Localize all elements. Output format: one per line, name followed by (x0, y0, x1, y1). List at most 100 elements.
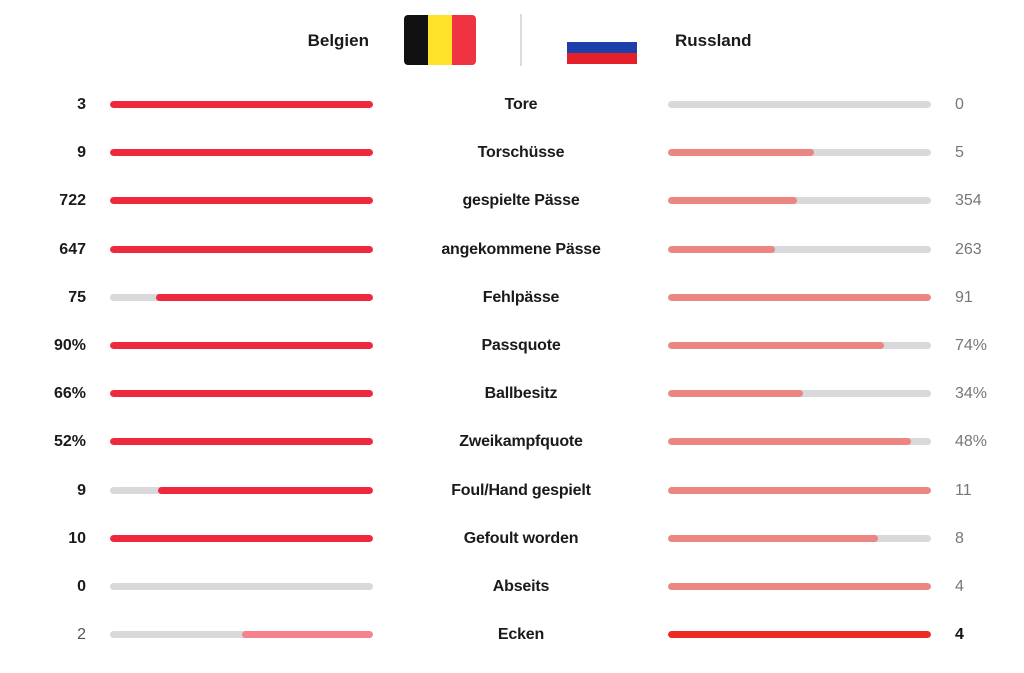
away-stat-bar (668, 197, 931, 205)
stat-label: gespielte Pässe (462, 192, 580, 210)
away-stat-bar-fill (668, 631, 931, 639)
home-team-name: Belgien (307, 31, 369, 50)
belgium-flag-icon (404, 15, 476, 65)
home-stat-value: 90% (53, 336, 86, 354)
away-stat-value: 11 (955, 481, 972, 499)
away-stat-bar (668, 293, 931, 301)
away-stat-value: 0 (955, 96, 964, 113)
home-stat-bar (110, 197, 373, 205)
flag-stripe (428, 15, 452, 65)
home-stat-bar-fill (157, 486, 373, 494)
stat-row: 0 Abseits 4 (0, 563, 1024, 611)
stat-row: 647 angekommene Pässe 263 (0, 226, 1024, 274)
home-stat-bar-fill (156, 293, 373, 301)
home-stat-bar (110, 486, 373, 494)
away-stat-value: 4 (955, 577, 964, 595)
away-stat-bar (668, 390, 931, 398)
away-stat-value: 4 (955, 626, 964, 644)
stat-label: Passquote (481, 336, 561, 354)
home-stat-value: 722 (59, 192, 86, 210)
stat-row: 3 Tore 0 (0, 81, 1024, 129)
away-stat-bar (668, 582, 931, 590)
away-team-name: Russland (675, 31, 752, 50)
away-stat-bar-fill (668, 486, 931, 494)
stat-label: Gefoult worden (463, 529, 579, 547)
home-stat-bar-fill (110, 245, 373, 253)
away-stat-value: 48% (955, 433, 988, 451)
stat-label: Torschüsse (477, 144, 565, 162)
home-stat-bar (110, 582, 373, 590)
home-stat-bar-fill (110, 341, 373, 349)
flag-stripe (452, 15, 476, 65)
home-stat-bar-fill (110, 197, 373, 205)
away-stat-bar-fill (668, 534, 879, 542)
away-stat-value: 8 (955, 529, 964, 547)
away-stat-bar (668, 245, 931, 253)
stat-label: Ballbesitz (484, 385, 558, 403)
header-divider (520, 14, 522, 66)
home-stat-bar (110, 293, 373, 301)
away-stat-bar (668, 101, 931, 108)
home-stat-value: 0 (77, 577, 86, 595)
stat-label: Zweikampfquote (459, 433, 583, 451)
away-stat-bar-fill (668, 293, 931, 301)
home-stat-value: 9 (77, 144, 86, 162)
stat-row: 2 Ecken 4 (0, 611, 1024, 659)
home-stat-value: 10 (68, 529, 86, 547)
away-stat-value: 5 (955, 144, 964, 162)
stat-row: 9 Torschüsse 5 (0, 129, 1024, 177)
away-stat-value: 34% (955, 385, 988, 403)
away-stat-bar (668, 486, 931, 494)
flag-stripe (567, 31, 637, 42)
stat-label: Fehlpässe (482, 288, 560, 306)
away-stat-bar-fill (668, 582, 931, 590)
flag-stripe (404, 15, 428, 65)
home-stat-bar (110, 631, 373, 639)
stat-label: Foul/Hand gespielt (451, 481, 591, 499)
stat-row: 9 Foul/Hand gespielt 11 (0, 467, 1024, 515)
home-stat-bar (110, 149, 373, 157)
home-stat-bar-fill (110, 149, 373, 157)
away-stat-bar (668, 534, 931, 542)
stat-row: 90% Passquote 74% (0, 322, 1024, 370)
match-header: Belgien Russland (0, 0, 1024, 85)
home-stat-bar-fill (110, 534, 373, 542)
away-stat-value: 74% (955, 336, 988, 354)
flag-stripe (567, 42, 637, 53)
home-stat-bar-fill (241, 631, 373, 639)
home-stat-bar-fill (110, 438, 373, 446)
home-stat-bar (110, 438, 373, 446)
away-stat-value: 354 (955, 192, 982, 210)
away-stat-value: 91 (955, 288, 973, 306)
home-stat-bar (110, 245, 373, 253)
away-stat-bar-fill (668, 341, 885, 349)
stat-label: Abseits (492, 577, 550, 595)
home-stat-bar-fill (110, 101, 373, 108)
stat-label: Tore (504, 96, 538, 113)
stats-list: 3 Tore 0 9 Torschüsse 5 722 gespielte Pässe 354 6… (0, 81, 1024, 659)
away-stat-bar (668, 149, 931, 157)
away-stat-bar (668, 438, 931, 446)
russia-flag-icon (567, 31, 637, 64)
home-stat-value: 9 (77, 481, 86, 499)
home-stat-value: 3 (77, 96, 86, 113)
stat-row: 722 gespielte Pässe 354 (0, 177, 1024, 225)
away-stat-bar (668, 341, 931, 349)
away-stat-bar-fill (668, 390, 804, 398)
stat-row: 66% Ballbesitz 34% (0, 370, 1024, 418)
stat-label: angekommene Pässe (441, 240, 601, 258)
home-stat-bar (110, 390, 373, 398)
away-stat-bar-fill (668, 245, 775, 253)
home-stat-bar (110, 534, 373, 542)
home-stat-value: 647 (59, 240, 86, 258)
stat-row: 75 Fehlpässe 91 (0, 274, 1024, 322)
away-stat-bar-fill (668, 197, 797, 205)
home-stat-bar (110, 101, 373, 108)
away-stat-bar-fill (668, 438, 911, 446)
home-stat-value: 52% (53, 433, 86, 451)
home-stat-value: 75 (68, 288, 86, 306)
stat-row: 10 Gefoult worden 8 (0, 515, 1024, 563)
stat-row: 52% Zweikampfquote 48% (0, 418, 1024, 466)
away-stat-bar-fill (668, 149, 815, 157)
home-stat-value: 66% (53, 385, 86, 403)
